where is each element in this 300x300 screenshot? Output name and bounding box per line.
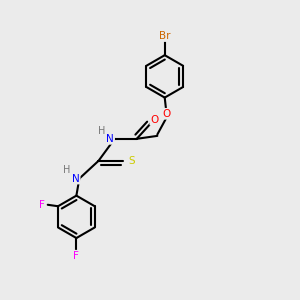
- Text: F: F: [74, 251, 79, 261]
- Text: N: N: [72, 174, 80, 184]
- Text: S: S: [128, 156, 135, 166]
- Text: O: O: [162, 109, 170, 119]
- Text: N: N: [106, 134, 114, 144]
- Text: O: O: [150, 115, 158, 125]
- Text: H: H: [63, 165, 71, 175]
- Text: Br: Br: [159, 31, 170, 41]
- Text: H: H: [98, 126, 105, 136]
- Text: F: F: [39, 200, 45, 210]
